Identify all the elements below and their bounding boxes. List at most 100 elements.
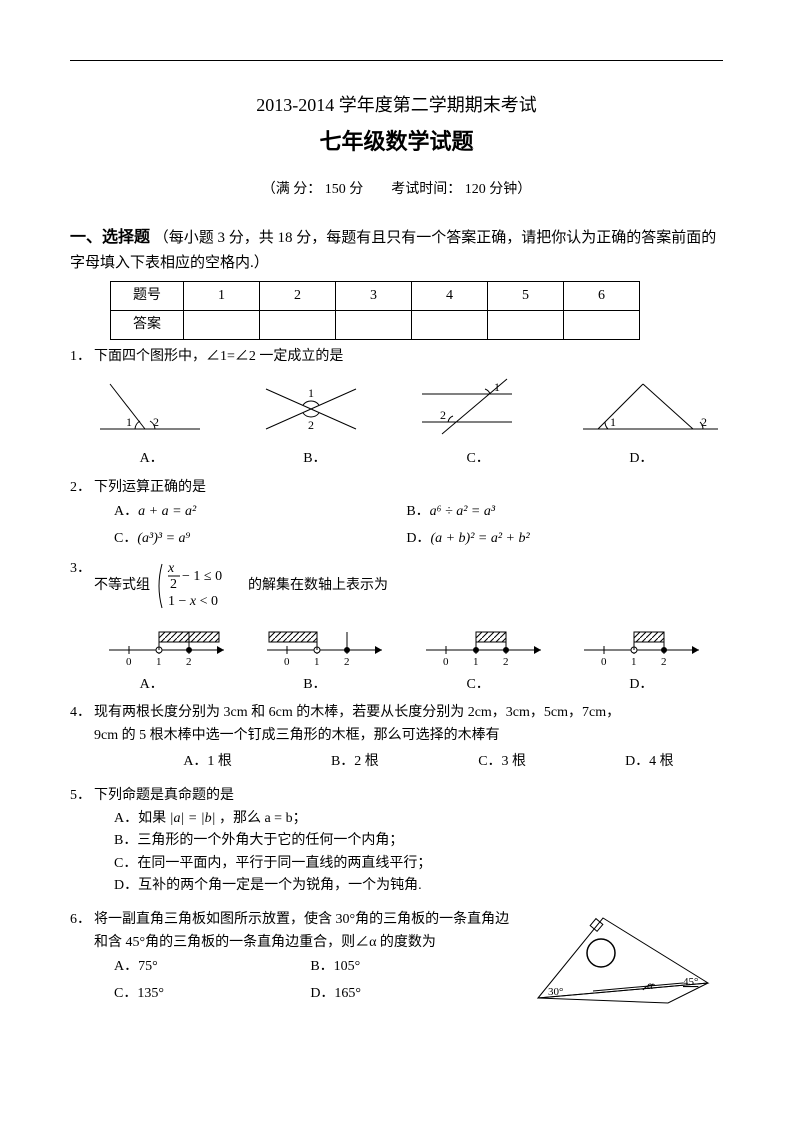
q3-opt-b: B． <box>233 674 396 696</box>
q2-d-math: (a + b)² = a² + b² <box>430 531 529 546</box>
td-4[interactable] <box>412 310 488 339</box>
q6-opt-d: D．165° <box>310 983 506 1005</box>
td-3[interactable] <box>336 310 412 339</box>
q1-fig-b: 1 2 <box>251 374 371 444</box>
q3-opt-c: C． <box>397 674 560 696</box>
q1-fig-d: 1 2 <box>573 374 723 444</box>
q1-fig-a: 1 2 <box>90 374 210 444</box>
td-5[interactable] <box>488 310 564 339</box>
table-row: 答案 <box>111 310 640 339</box>
q6-opt-a: A．75° <box>114 956 310 978</box>
svg-text:0: 0 <box>126 656 132 668</box>
table-row: 题号 1 2 3 4 5 6 <box>111 281 640 310</box>
q3-fig-c: 0 1 2 <box>416 620 556 670</box>
svg-text:1: 1 <box>126 415 132 429</box>
q2-opt-c: C．(a³)³ = a⁹ <box>114 528 406 550</box>
q2-text: 下列运算正确的是 <box>94 477 723 499</box>
question-1: 1． 下面四个图形中，∠1=∠2 一定成立的是 <box>70 346 723 368</box>
q2-c-math: (a³)³ = a⁹ <box>137 531 190 546</box>
svg-text:2: 2 <box>440 408 446 422</box>
question-2: 2． 下列运算正确的是 A．a + a = a² B．a⁶ ÷ a² = a³ … <box>70 477 723 552</box>
td-label: 答案 <box>111 310 184 339</box>
q4-num: 4． <box>70 702 94 779</box>
q5-opt-b: B．三角形的一个外角大于它的任何一个内角； <box>114 830 723 852</box>
svg-text:1: 1 <box>314 656 320 668</box>
q1-opt-c: C． <box>397 448 560 470</box>
svg-text:1: 1 <box>631 656 637 668</box>
q2-opt-a: A．a + a = a² <box>114 501 406 523</box>
svg-text:1: 1 <box>308 386 314 400</box>
q1-fig-c: 1 2 <box>412 374 532 444</box>
q1-labels: A． B． C． D． <box>70 448 723 470</box>
q3-fig-a: 0 1 2 <box>99 620 239 670</box>
td-1[interactable] <box>184 310 260 339</box>
top-rule <box>70 60 723 61</box>
q6-num: 6． <box>70 909 94 1007</box>
svg-text:− 1 ≤ 0: − 1 ≤ 0 <box>182 569 222 584</box>
th-label: 题号 <box>111 281 184 310</box>
q3-system: x 2 − 1 ≤ 0 1 − x < 0 <box>154 558 244 614</box>
q4-text1: 现有两根长度分别为 3cm 和 6cm 的木棒，若要从长度分别为 2cm，3cm… <box>94 702 723 724</box>
q2-opt-b: B．a⁶ ÷ a² = a³ <box>406 501 698 523</box>
q1-opt-a: A． <box>70 448 233 470</box>
svg-text:0: 0 <box>601 656 607 668</box>
svg-text:0: 0 <box>284 656 290 668</box>
section-1-label: 一、选择题 <box>70 229 150 246</box>
q1-opt-b: B． <box>233 448 396 470</box>
q5-a-post: ，那么 a = b； <box>219 811 307 826</box>
q5-opt-a: A．如果 |a| = |b| ，那么 a = b； <box>114 808 723 830</box>
svg-text:1: 1 <box>156 656 162 668</box>
svg-text:1: 1 <box>494 380 500 394</box>
svg-text:1 − x < 0: 1 − x < 0 <box>168 594 218 609</box>
title-line1: 2013-2014 学年度第二学期期末考试 <box>70 91 723 120</box>
th-2: 2 <box>260 281 336 310</box>
svg-text:2: 2 <box>344 656 350 668</box>
svg-text:1: 1 <box>473 656 479 668</box>
q3-labels: A． B． C． D． <box>70 674 723 696</box>
q4-text2: 9cm 的 5 根木棒中选一个钉成三角形的木框，那么可选择的木棒有 <box>94 725 723 747</box>
svg-text:1: 1 <box>610 415 616 429</box>
svg-text:2: 2 <box>186 656 192 668</box>
svg-text:45°: 45° <box>683 976 698 988</box>
q5-a-pre: A．如果 <box>114 811 166 826</box>
q4-opt-b: B．2 根 <box>281 751 428 773</box>
answer-table: 题号 1 2 3 4 5 6 答案 <box>110 281 640 340</box>
q6-text2: 和含 45°角的三角板的一条直角边重合，则∠α 的度数为 <box>94 932 523 954</box>
q4-opt-c: C．3 根 <box>429 751 576 773</box>
question-5: 5． 下列命题是真命题的是 A．如果 |a| = |b| ，那么 a = b； … <box>70 785 723 897</box>
svg-text:2: 2 <box>308 418 314 432</box>
td-2[interactable] <box>260 310 336 339</box>
q5-num: 5． <box>70 785 94 897</box>
q2-a-math: a + a = a² <box>138 504 196 519</box>
q6-figure: 30° 45° α <box>523 903 723 1013</box>
q5-opt-d: D．互补的两个角一定是一个为锐角，一个为钝角. <box>114 875 723 897</box>
q3-opt-a: A． <box>70 674 233 696</box>
q6-text1: 将一副直角三角板如图所示放置，使含 30°角的三角板的一条直角边 <box>94 909 523 931</box>
q2-opt-d: D．(a + b)² = a² + b² <box>406 528 698 550</box>
q4-opt-d: D．4 根 <box>576 751 723 773</box>
svg-text:2: 2 <box>701 415 707 429</box>
svg-text:x: x <box>167 561 175 576</box>
section-1-desc: （每小题 3 分，共 18 分，每题有且只有一个答案正确，请把你认为正确的答案前… <box>70 230 716 271</box>
q2-num: 2． <box>70 477 94 552</box>
svg-text:2: 2 <box>153 415 159 429</box>
q3-post: 的解集在数轴上表示为 <box>248 575 388 597</box>
q3-fig-b: 0 1 2 <box>257 620 397 670</box>
q1-num: 1． <box>70 346 94 368</box>
q3-opt-d: D． <box>560 674 723 696</box>
th-1: 1 <box>184 281 260 310</box>
title-line2: 七年级数学试题 <box>70 124 723 159</box>
td-6[interactable] <box>564 310 640 339</box>
q2-b-math: a⁶ ÷ a² = a³ <box>430 504 495 519</box>
svg-text:2: 2 <box>503 656 509 668</box>
subtitle: （满 分： 150 分 考试时间： 120 分钟） <box>70 179 723 201</box>
q6-opt-b: B．105° <box>310 956 506 978</box>
q1-opt-d: D． <box>560 448 723 470</box>
q3-pre: 不等式组 <box>94 575 150 597</box>
question-3: 3． 不等式组 x 2 − 1 ≤ 0 1 − x < 0 的解集在数轴上表示为 <box>70 558 723 614</box>
th-3: 3 <box>336 281 412 310</box>
q3-fig-d: 0 1 2 <box>574 620 714 670</box>
th-6: 6 <box>564 281 640 310</box>
svg-text:2: 2 <box>661 656 667 668</box>
q6-opt-c: C．135° <box>114 983 310 1005</box>
